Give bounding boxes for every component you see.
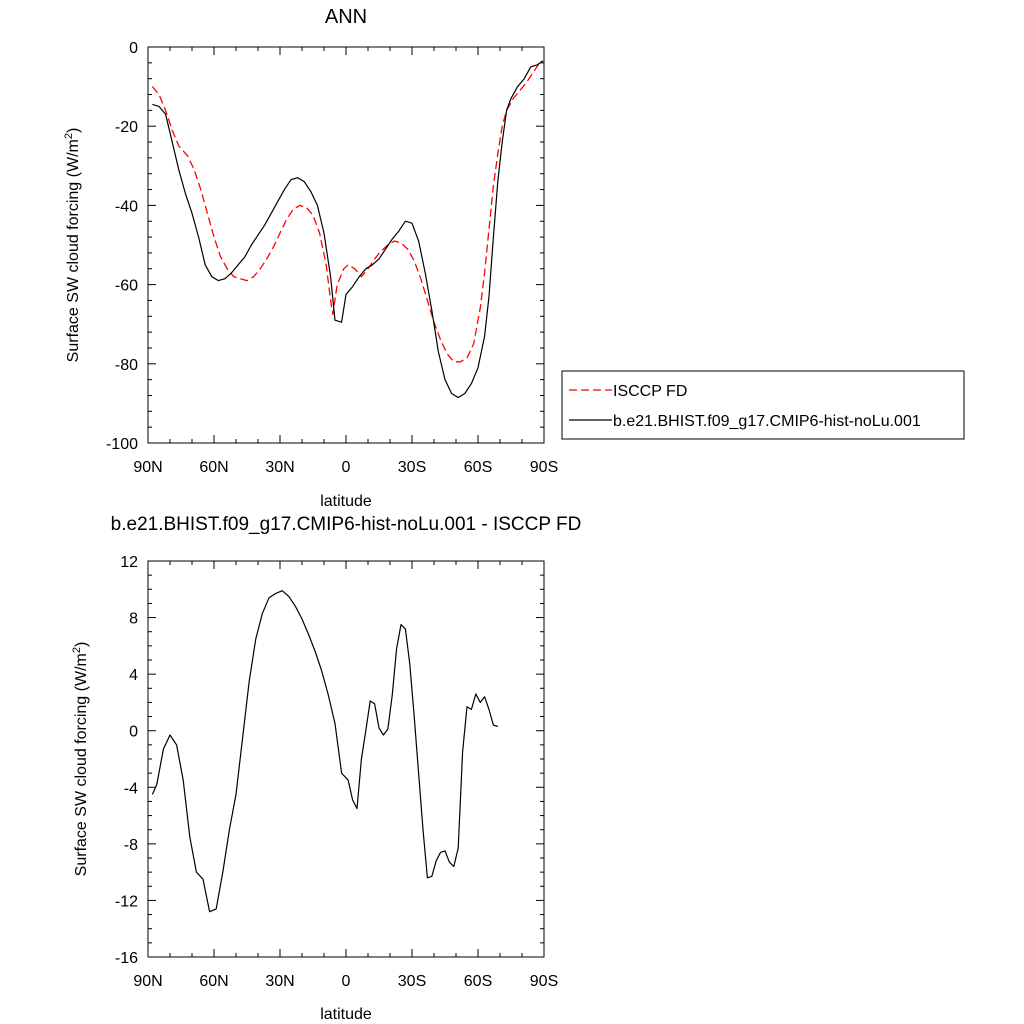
x-tick-label: 90N	[133, 973, 162, 990]
x-tick-label: 90S	[530, 459, 558, 476]
y-tick-label: -8	[124, 837, 138, 854]
series-line-2	[152, 60, 544, 399]
y-tick-label: 0	[129, 40, 138, 57]
y-tick-label: 0	[129, 724, 138, 741]
x-tick-label: 60N	[199, 459, 228, 476]
chart-title: b.e21.BHIST.f09_g17.CMIP6-hist-noLu.001 …	[111, 514, 582, 535]
legend-label: b.e21.BHIST.f09_g17.CMIP6-hist-noLu.001	[613, 413, 921, 430]
x-tick-label: 0	[342, 973, 351, 990]
y-tick-label: -16	[115, 950, 138, 967]
y-tick-label: -4	[124, 780, 138, 797]
y-tick-label: -40	[115, 198, 138, 215]
x-tick-label: 30N	[265, 459, 294, 476]
x-tick-label: 60S	[464, 973, 492, 990]
x-axis-label: latitude	[320, 1006, 372, 1023]
chart-legend: ISCCP FD b.e21.BHIST.f09_g17.CMIP6-hist-n…	[561, 370, 965, 440]
chart-title: ANN	[325, 6, 367, 28]
x-axis-label: latitude	[320, 493, 372, 510]
chart-panel-2: b.e21.BHIST.f09_g17.CMIP6-hist-noLu.001 …	[71, 514, 581, 1023]
y-tick-label: 4	[129, 667, 138, 684]
chart-panel-1: ANN 0 -20 -40 -60 -80 -100 90N 60N 30N 0 30S 60S 90S l…	[63, 6, 965, 510]
y-axis-label: Surface SW cloud forcing (W/m2)	[63, 128, 82, 363]
legend-label: ISCCP FD	[613, 383, 687, 400]
plot-frame	[147, 560, 545, 958]
y-tick-label: -100	[106, 436, 138, 453]
y-tick-label: -20	[115, 119, 138, 136]
y-tick-label: -60	[115, 278, 138, 295]
x-tick-label: 90N	[133, 459, 162, 476]
y-tick-label: 12	[120, 554, 138, 571]
plot-frame	[147, 46, 545, 444]
y-tick-label: 8	[129, 611, 138, 628]
x-tick-label: 30N	[265, 973, 294, 990]
x-tick-label: 0	[342, 459, 351, 476]
series-line-1	[151, 590, 498, 913]
y-axis-label: Surface SW cloud forcing (W/m2)	[71, 642, 90, 877]
x-tick-label: 30S	[398, 459, 426, 476]
y-tick-label: -80	[115, 357, 138, 374]
legend-box	[561, 370, 965, 440]
series-line-1	[151, 60, 544, 363]
x-tick-label: 90S	[530, 973, 558, 990]
x-tick-label: 60S	[464, 459, 492, 476]
y-tick-label: -12	[115, 893, 138, 910]
x-tick-label: 30S	[398, 973, 426, 990]
x-tick-label: 60N	[199, 973, 228, 990]
